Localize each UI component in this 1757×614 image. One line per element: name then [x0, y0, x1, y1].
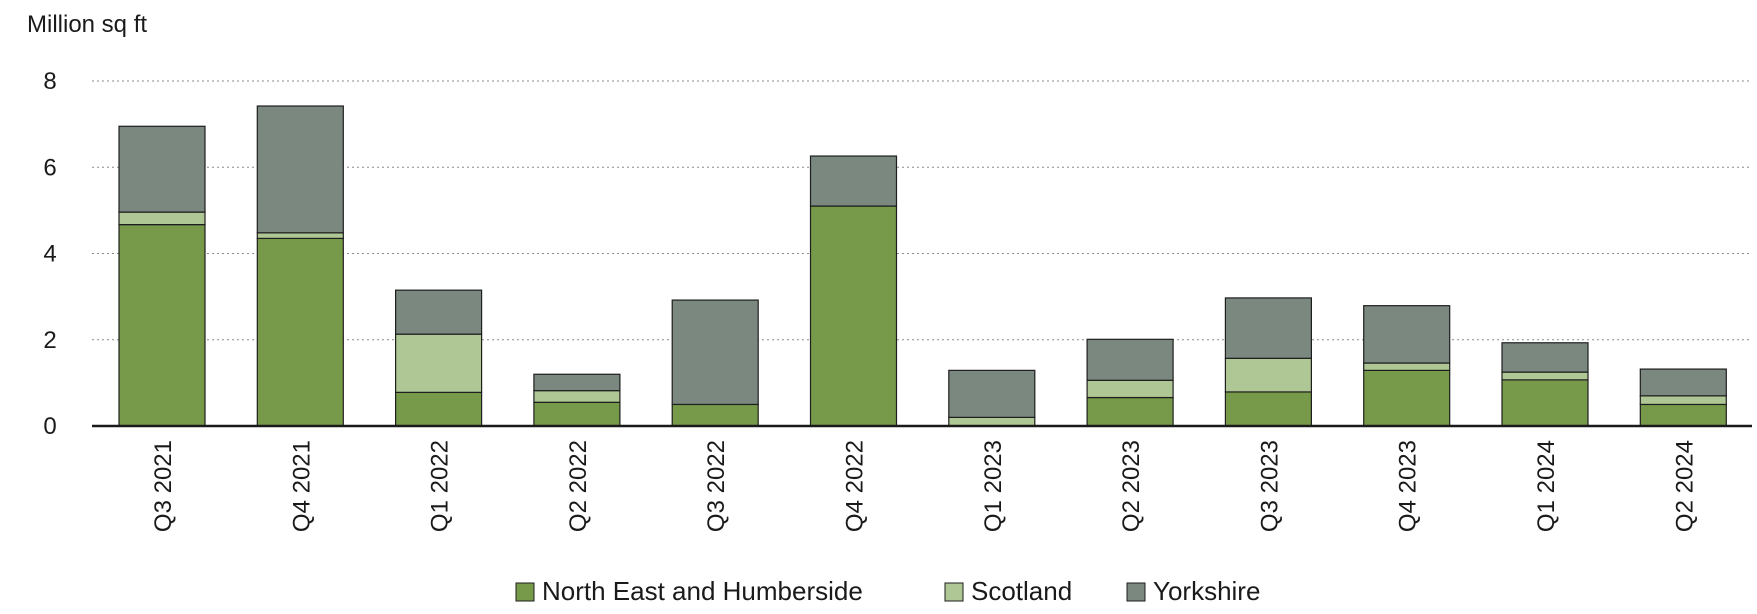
bar-segment-scotland [948, 416, 1036, 427]
bar-segment-north-east-and-humberside [1639, 403, 1727, 427]
bar-segment-north-east-and-humberside [1086, 396, 1174, 427]
bar-segment-yorkshire [1639, 368, 1727, 397]
bar-segment-north-east-and-humberside [256, 237, 344, 427]
bar-segment-scotland [395, 333, 483, 393]
legend-swatch [515, 582, 535, 602]
x-tick-label: Q4 2021 [288, 440, 315, 532]
bar-segment-scotland [118, 211, 206, 226]
bar-segment-north-east-and-humberside [395, 391, 483, 427]
x-tick-label: Q4 2022 [842, 440, 869, 532]
bars [92, 105, 1752, 428]
bar-segment-yorkshire [671, 299, 759, 406]
bar-segment-yorkshire [1224, 297, 1313, 359]
bar-segment-scotland [1224, 357, 1313, 393]
x-tick-label: Q2 2023 [1118, 440, 1145, 532]
legend-item: Scotland [944, 576, 1072, 606]
y-tick-label: 4 [43, 241, 56, 268]
x-tick-label: Q2 2022 [565, 440, 592, 532]
legend-swatch [944, 582, 964, 602]
bar-segment-north-east-and-humberside [671, 403, 759, 427]
legend-swatch [1126, 582, 1146, 602]
y-tick-label: 8 [43, 68, 56, 95]
bar-segment-north-east-and-humberside [809, 205, 898, 427]
legend-label: Yorkshire [1153, 576, 1260, 606]
bar-segment-yorkshire [256, 105, 344, 234]
legend: North East and Humberside Scotland Yorkshi… [515, 576, 1260, 606]
bar-segment-yorkshire [533, 373, 621, 392]
x-tick-label: Q1 2022 [427, 440, 454, 532]
legend-item: North East and Humberside [515, 576, 863, 606]
bar-segment-scotland [1501, 371, 1589, 381]
bar-segment-north-east-and-humberside [1363, 369, 1451, 427]
bar-segment-scotland [1639, 395, 1727, 406]
legend-item: Yorkshire [1126, 576, 1260, 606]
y-tick-label: 2 [43, 327, 56, 354]
bar-segment-north-east-and-humberside [118, 224, 206, 427]
x-tick-label: Q3 2021 [150, 440, 177, 532]
y-tick-label: 0 [43, 413, 56, 440]
x-tick-label: Q3 2023 [1256, 440, 1283, 532]
x-tick-label: Q1 2023 [980, 440, 1007, 532]
bar-segment-yorkshire [1086, 338, 1174, 381]
legend-label: Scotland [971, 576, 1072, 606]
legend-label: North East and Humberside [542, 576, 863, 606]
bar-segment-yorkshire [1501, 342, 1589, 373]
bar-segment-yorkshire [948, 369, 1036, 418]
bar-segment-yorkshire [809, 155, 898, 207]
bar-segment-north-east-and-humberside [533, 401, 621, 427]
gridlines [92, 80, 1752, 341]
bar-segment-scotland [1363, 362, 1451, 371]
y-tick-label: 6 [43, 154, 56, 181]
bar-segment-scotland [1086, 379, 1174, 399]
bar-segment-scotland [256, 232, 344, 240]
bar-segment-yorkshire [395, 289, 483, 335]
x-tick-label: Q1 2024 [1533, 440, 1560, 532]
x-tick-label: Q4 2023 [1395, 440, 1422, 532]
bar-segment-north-east-and-humberside [1224, 391, 1313, 427]
x-tick-labels: Q3 2021 Q4 2021 Q1 2022 Q2 2022 Q3 2022 Q4 20… [150, 440, 1698, 532]
y-tick-labels: 0 2 4 6 8 [43, 68, 56, 440]
bar-segment-yorkshire [118, 125, 206, 213]
x-tick-label: Q2 2024 [1671, 440, 1698, 532]
x-tick-label: Q3 2022 [703, 440, 730, 532]
bar-segment-scotland [533, 390, 621, 403]
bar-segment-north-east-and-humberside [1501, 379, 1589, 427]
y-axis-label: Million sq ft [27, 11, 147, 38]
bar-segment-yorkshire [1363, 305, 1451, 364]
